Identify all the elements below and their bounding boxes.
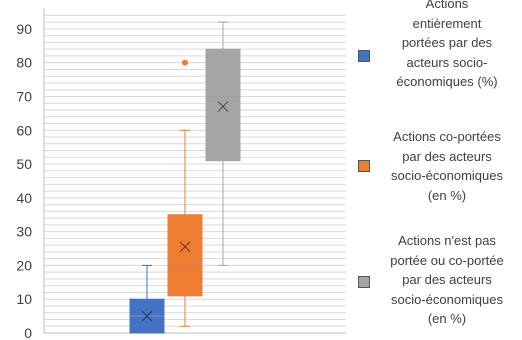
y-tick-label: 10 — [16, 291, 32, 307]
mean-marker — [217, 101, 229, 113]
y-tick-label: 90 — [16, 21, 32, 37]
y-tick-label: 80 — [16, 55, 32, 71]
legend-swatch-non-portees — [358, 276, 370, 288]
y-tick-labels: 0 10 20 30 40 50 60 70 80 90 — [16, 21, 32, 340]
mean-marker — [179, 241, 191, 253]
box-plot-chart: 0 10 20 30 40 50 60 70 80 90 — [16, 8, 346, 340]
boxes — [129, 21, 241, 334]
y-tick-label: 30 — [16, 224, 32, 240]
outlier-point — [182, 59, 188, 66]
y-tick-label: 70 — [16, 88, 32, 104]
y-tick-label: 20 — [16, 257, 32, 273]
y-tick-label: 0 — [24, 325, 32, 340]
legend-label-co-portees: Actions co-portées par des acteurs socio… — [390, 129, 503, 203]
legend: Actions entièrement portées par des acte… — [348, 0, 522, 340]
axes — [43, 8, 346, 334]
legend-swatch-co-portees — [358, 160, 370, 172]
y-tick-label: 40 — [16, 190, 32, 206]
box-series-0 — [129, 264, 165, 334]
box-iqr — [167, 214, 203, 297]
mean-marker — [179, 241, 191, 253]
mean-marker — [217, 101, 229, 113]
legend-swatch-entierement — [358, 50, 370, 62]
y-tick-label: 50 — [16, 156, 32, 172]
mean-marker — [141, 310, 153, 322]
mean-marker — [141, 310, 153, 322]
box-series-1 — [167, 59, 203, 327]
box-iqr — [205, 48, 241, 162]
legend-label-non-portees: Actions n'est pas portée ou co-portée pa… — [390, 233, 504, 326]
y-tick-label: 60 — [16, 122, 32, 138]
legend-label-entierement: Actions entièrement portées par des acte… — [396, 0, 498, 89]
box-series-2 — [205, 21, 241, 266]
